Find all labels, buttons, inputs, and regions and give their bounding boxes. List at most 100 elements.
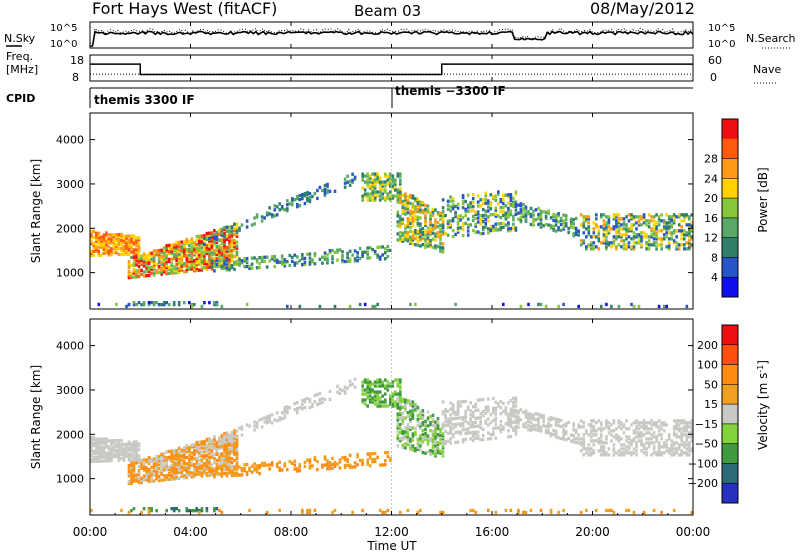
power-cell-1842: [625, 243, 628, 247]
power-cell-1275: [424, 209, 427, 213]
velocity-cell-409: [183, 450, 186, 454]
power-cell-720: [245, 225, 249, 229]
velocity-cell-638: [225, 467, 229, 471]
velocity-cell-511: [203, 448, 206, 452]
power-cell-26: [97, 251, 101, 255]
x-tick-label-3: 12:00: [374, 525, 409, 539]
velocity-cell-460: [195, 472, 199, 477]
velocity-cell-1030: [371, 390, 374, 394]
velocity-cell-1746: [592, 451, 596, 455]
power-cell-52: [105, 251, 108, 255]
velocity-cell-381: [177, 464, 181, 468]
velocity-cell-586: [215, 442, 219, 446]
velocity-cell-1157: [404, 434, 407, 438]
power-cell-1036: [376, 176, 379, 180]
power-cell-1112: [396, 200, 400, 204]
power-cell-1216: [414, 217, 417, 221]
power-cell-2124: [544, 304, 548, 309]
power-cell-1915: [647, 239, 651, 243]
power-cell-1827: [620, 235, 623, 239]
velocity-cell-2157: [627, 508, 631, 513]
velocity-cell-778: [273, 418, 276, 422]
velocity-cell-1602: [524, 413, 528, 417]
power-cell-1227: [416, 231, 420, 235]
power-cell-1436: [469, 201, 472, 205]
power-cell-614: [223, 245, 226, 250]
velocity-cell-1980: [670, 449, 673, 453]
velocity-cell-240: [145, 472, 148, 476]
power-cell-1974: [665, 223, 668, 227]
velocity-cell-435: [188, 449, 191, 453]
power-cell-220: [145, 274, 148, 278]
power-cell-16: [95, 249, 98, 253]
power-cell-55: [105, 245, 108, 249]
velocity-cell-2107: [220, 510, 224, 515]
power-cell-1986: [667, 217, 671, 221]
power-cell-2093: [213, 303, 216, 307]
power-cell-1884: [637, 239, 641, 243]
velocity-cell-1269: [426, 438, 430, 442]
power-cell-893: [301, 255, 304, 259]
velocity-cell-1022: [368, 388, 372, 392]
velocity-cell-1879: [637, 433, 641, 437]
power-cell-1026: [373, 184, 377, 188]
power-cell-1500: [492, 228, 495, 233]
power-cell-792: [333, 189, 337, 193]
velocity-cell-793: [286, 405, 289, 409]
power-cell-1889: [637, 219, 641, 223]
velocity-cell-804: [301, 399, 304, 403]
power-cell-1780: [605, 221, 608, 225]
power-cell-736: [273, 214, 276, 218]
power-cell-540: [210, 243, 214, 247]
velocity-cell-1379: [451, 435, 455, 439]
power-cell-1710: [582, 225, 586, 229]
nave-tick-bottom: 0: [710, 71, 717, 84]
power-cell-1254: [421, 243, 425, 247]
power-cell-1989: [670, 233, 673, 237]
velocity-cell-485: [198, 446, 201, 450]
power-cell-60: [105, 231, 108, 235]
velocity-cell-18: [92, 437, 96, 442]
power-cell-1451: [476, 230, 480, 234]
velocity-cell-2054: [688, 443, 691, 447]
power-cell-1357: [441, 224, 445, 228]
velocity-cell-340: [170, 465, 173, 469]
velocity-cell-1478: [479, 412, 482, 416]
power-cell-1521: [499, 228, 503, 232]
power-cell-1351: [441, 222, 445, 226]
velocity-cell-1695: [572, 440, 575, 444]
power-cell-524: [208, 243, 211, 247]
power-cell-630: [225, 249, 229, 253]
velocity-cell-1: [90, 457, 93, 462]
power-cell-17: [95, 247, 98, 251]
power-cell-250: [152, 263, 156, 267]
velocity-cell-1748: [592, 443, 596, 447]
power-cell-562: [215, 256, 219, 260]
velocity-cell-967: [356, 453, 359, 457]
power-cell-2105: [245, 302, 249, 307]
power-cell-1594: [519, 218, 523, 222]
power-cell-649: [228, 241, 231, 245]
power-cell-1482: [484, 193, 488, 197]
velocity-cell-1234: [419, 440, 422, 444]
power-cell-1666: [557, 220, 560, 224]
velocity-cell-466: [195, 460, 199, 465]
power-cell-452: [195, 246, 199, 251]
velocity-cell-1702: [574, 436, 578, 441]
velocity-cell-1763: [597, 427, 601, 431]
velocity-cell-1003: [363, 398, 367, 402]
velocity-cell-975: [366, 452, 369, 456]
power-cell-1872: [632, 235, 636, 239]
velocity-cell-668: [228, 447, 231, 451]
velocity-cell-1585: [514, 414, 518, 419]
velocity-cell-191: [130, 473, 133, 477]
velocity-cell-1134: [399, 407, 402, 411]
power-cell-500: [205, 267, 209, 271]
power-cell-92: [115, 237, 118, 241]
velocity-cell-326: [165, 450, 168, 454]
velocity-cell-1931: [652, 431, 656, 435]
power-cell-1865: [630, 217, 633, 221]
velocity-cell-658: [228, 467, 231, 471]
velocity-cell-1880: [637, 431, 641, 435]
power-cell-566: [215, 246, 219, 250]
